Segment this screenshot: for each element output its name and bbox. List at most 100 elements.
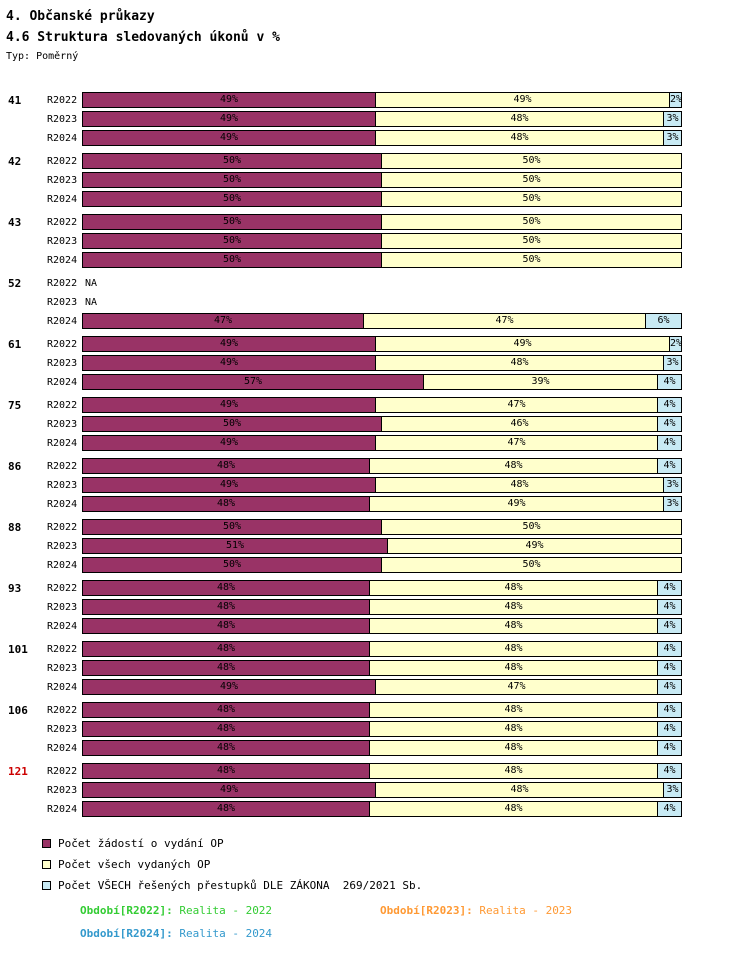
stacked-bar: 49% 47% 4% (82, 679, 682, 695)
stacked-bar: 49% 47% 4% (82, 435, 682, 451)
stacked-bar: 47% 47% 6% (82, 313, 682, 329)
stacked-bar: 50% 46% 4% (82, 416, 682, 432)
header: 4. Občanské průkazy 4.6 Struktura sledov… (0, 0, 750, 65)
segment-offenses: 4% (658, 618, 682, 634)
segment-offenses: 4% (658, 641, 682, 657)
segment-offenses: 4% (658, 458, 682, 474)
legend-swatch (42, 881, 51, 890)
period-info-2022: Období[R2022]: Realita - 2022 (80, 904, 273, 917)
stacked-bar: 49% 48% 3% (82, 782, 682, 798)
segment-applications: 48% (82, 641, 370, 657)
stacked-bar: 50% 50% (82, 172, 682, 188)
segment-offenses: 4% (658, 763, 682, 779)
bar-group: 61 R2022 49% 49% 2% R2023 49% 48% 3% R2024 57% 39% 4… (0, 335, 750, 392)
stacked-bar: 48% 48% 4% (82, 702, 682, 718)
segment-offenses: 4% (658, 580, 682, 596)
period-label: R2023 (47, 358, 78, 369)
stacked-bar: 48% 48% 4% (82, 660, 682, 676)
bar-row: 43 R2022 50% 50% (0, 213, 750, 232)
segment-offenses: 4% (658, 721, 682, 737)
bar-row: R2023 49% 48% 3% (0, 110, 750, 129)
segment-applications: 50% (82, 519, 382, 535)
bar-group: 86 R2022 48% 48% 4% R2023 49% 48% 3% R2024 48% 49% 3… (0, 457, 750, 514)
period-label: R2022 (47, 217, 78, 228)
segment-applications: 50% (82, 557, 382, 573)
period-label: R2022 (47, 278, 78, 289)
segment-offenses: 4% (658, 660, 682, 676)
period-label: R2022 (47, 339, 78, 350)
group-label: 93 (8, 582, 22, 595)
segment-issued: 50% (382, 153, 682, 169)
bar-group: 41 R2022 49% 49% 2% R2023 49% 48% 3% R2024 49% 48% 3… (0, 91, 750, 148)
bar-row: R2024 57% 39% 4% (0, 373, 750, 392)
stacked-bar: 48% 48% 4% (82, 763, 682, 779)
bar-row: R2024 48% 48% 4% (0, 800, 750, 819)
stacked-bar: 49% 48% 3% (82, 130, 682, 146)
segment-issued: 49% (376, 336, 670, 352)
segment-applications: 48% (82, 763, 370, 779)
period-info-label: Období[R2024]: (80, 927, 173, 940)
group-label: 43 (8, 216, 22, 229)
segment-issued: 46% (382, 416, 658, 432)
stacked-bar: 48% 48% 4% (82, 740, 682, 756)
bar-row: R2023 NA (0, 293, 750, 312)
segment-offenses: 4% (658, 416, 682, 432)
legend-item: Počet žádostí o vydání OP (42, 833, 750, 854)
bar-row: 41 R2022 49% 49% 2% (0, 91, 750, 110)
bar-row: R2024 50% 50% (0, 251, 750, 270)
stacked-bar: 49% 49% 2% (82, 92, 682, 108)
bar-row: R2024 50% 50% (0, 556, 750, 575)
bar-row: R2023 48% 48% 4% (0, 598, 750, 617)
period-label: R2023 (47, 785, 78, 796)
bar-row: 42 R2022 50% 50% (0, 152, 750, 171)
segment-issued: 47% (376, 679, 658, 695)
segment-issued: 47% (376, 397, 658, 413)
period-label: R2023 (47, 297, 78, 308)
bar-row: R2024 47% 47% 6% (0, 312, 750, 331)
period-label: R2022 (47, 95, 78, 106)
bar-group: 88 R2022 50% 50% R2023 51% 49% R2024 50% 50% (0, 518, 750, 575)
period-info-label: Období[R2023]: (380, 904, 473, 917)
segment-applications: 48% (82, 721, 370, 737)
segment-issued: 39% (424, 374, 658, 390)
segment-offenses: 6% (646, 313, 682, 329)
stacked-bar: 48% 48% 4% (82, 641, 682, 657)
segment-offenses: 4% (658, 397, 682, 413)
period-label: R2024 (47, 377, 78, 388)
segment-applications: 50% (82, 191, 382, 207)
segment-applications: 49% (82, 92, 376, 108)
segment-applications: 48% (82, 496, 370, 512)
segment-issued: 48% (370, 801, 658, 817)
segment-applications: 49% (82, 355, 376, 371)
segment-offenses: 4% (658, 702, 682, 718)
bar-row: R2023 50% 50% (0, 232, 750, 251)
bar-row: 75 R2022 49% 47% 4% (0, 396, 750, 415)
period-label: R2024 (47, 560, 78, 571)
period-info-label: Období[R2022]: (80, 904, 173, 917)
group-label: 61 (8, 338, 22, 351)
stacked-bar: 49% 48% 3% (82, 477, 682, 493)
stacked-bar: 48% 48% 4% (82, 580, 682, 596)
stacked-bar: 48% 48% 4% (82, 618, 682, 634)
segment-applications: 50% (82, 172, 382, 188)
segment-applications: 49% (82, 435, 376, 451)
period-label: R2023 (47, 602, 78, 613)
period-label: R2024 (47, 743, 78, 754)
stacked-bar: 51% 49% (82, 538, 682, 554)
legend-label: Počet všech vydaných OP (58, 858, 211, 871)
segment-applications: 48% (82, 458, 370, 474)
segment-offenses: 4% (658, 599, 682, 615)
segment-applications: 57% (82, 374, 424, 390)
segment-issued: 48% (370, 641, 658, 657)
period-footer: Období[R2022]: Realita - 2022 Období[R202… (0, 902, 750, 950)
period-label: R2022 (47, 461, 78, 472)
na-value: NA (85, 278, 98, 289)
segment-issued: 49% (370, 496, 664, 512)
segment-issued: 47% (364, 313, 646, 329)
stacked-bar: 50% 50% (82, 233, 682, 249)
stacked-bar: 48% 49% 3% (82, 496, 682, 512)
segment-applications: 48% (82, 740, 370, 756)
bar-row: 88 R2022 50% 50% (0, 518, 750, 537)
segment-offenses: 3% (664, 355, 682, 371)
bar-row: R2023 49% 48% 3% (0, 476, 750, 495)
